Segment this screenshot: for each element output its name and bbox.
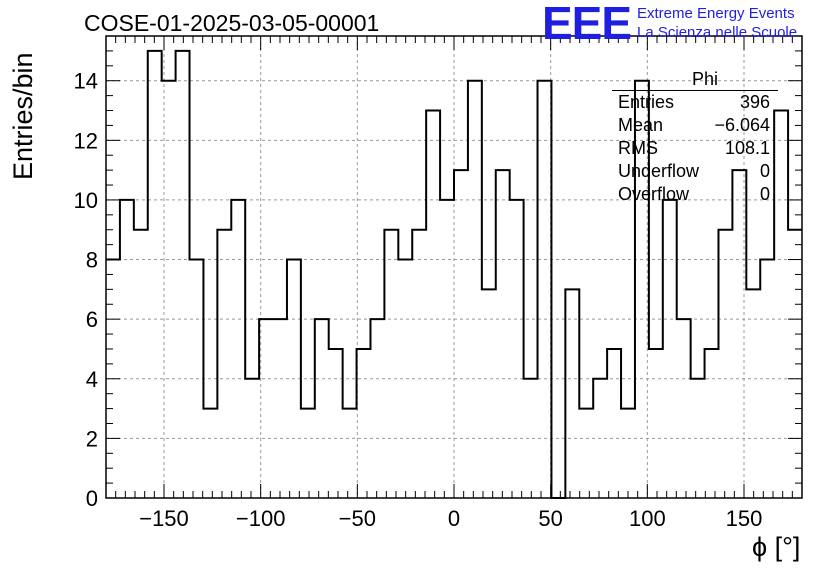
x-tick-label: 150 [726,506,763,531]
stats-row-entries: Entries 396 [612,91,778,114]
stats-label: Underflow [618,161,700,181]
stats-label: Mean [618,115,664,135]
stats-box-title: Phi [612,68,778,91]
stats-label: Entries [618,92,675,112]
eee-logo: EEE [542,0,632,49]
stats-label: Overflow [618,184,690,204]
brand-line-2: La Scienza nelle Scuole [637,24,798,41]
stats-value: 0 [759,184,770,204]
y-tick-label: 4 [86,367,98,392]
stats-value: 108.1 [724,138,770,158]
x-tick-label: −100 [236,506,286,531]
y-tick-label: 0 [86,486,98,511]
chart-title: COSE-01-2025-03-05-00001 [84,10,380,36]
histogram-line [106,49,802,499]
x-tick-label: 50 [538,506,562,531]
brand-line-1: Extreme Energy Events [637,5,795,22]
stats-row-rms: RMS 108.1 [612,137,778,160]
x-tick-label: −150 [139,506,189,531]
y-tick-label: 14 [74,69,98,94]
x-tick-label: 100 [629,506,666,531]
brand-text: Extreme Energy Events La Scienza nelle S… [637,4,797,42]
stats-row-overflow: Overflow 0 [612,183,778,206]
y-tick-label: 8 [86,248,98,273]
stats-row-mean: Mean −6.064 [612,114,778,137]
y-tick-label: 12 [74,128,98,153]
x-axis-label: ϕ [°] [752,532,801,562]
stats-value: 396 [739,92,770,112]
x-tick-label: 0 [448,506,460,531]
y-tick-label: 2 [86,426,98,451]
stats-box: Phi Entries 396 Mean −6.064 RMS 108.1 Un… [612,68,778,206]
plot-frame [105,35,803,499]
stats-label: RMS [618,138,658,158]
stats-value: −6.064 [714,115,770,135]
x-tick-label: −50 [339,506,376,531]
stats-row-underflow: Underflow 0 [612,160,778,183]
y-tick-label: 10 [74,188,98,213]
stats-value: 0 [759,161,770,181]
y-axis-label: Entries/bin [8,52,38,180]
y-tick-label: 6 [86,307,98,332]
